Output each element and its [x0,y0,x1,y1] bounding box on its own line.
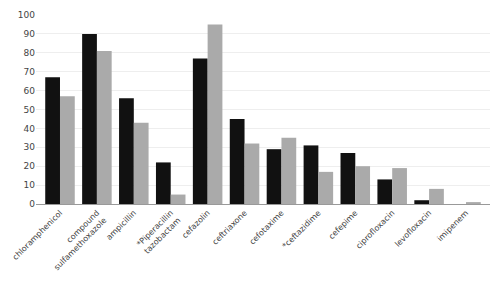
svg-text:50: 50 [24,105,36,115]
svg-text:90: 90 [24,29,36,39]
svg-text:cefazolin: cefazolin [180,208,212,240]
svg-text:ciprofloxacin: ciprofloxacin [354,208,396,250]
svg-text:10: 10 [24,180,36,190]
svg-text:compoundsulfamethoxazole: compoundsulfamethoxazole [45,208,109,272]
svg-text:20: 20 [24,161,36,171]
svg-text:cefepime: cefepime [327,208,360,241]
svg-text:80: 80 [24,48,36,58]
svg-text:imipenem: imipenem [436,208,471,243]
svg-text:0: 0 [29,199,35,209]
svg-text:levofloxacin: levofloxacin [393,208,433,248]
svg-text:70: 70 [24,67,36,77]
svg-text:100: 100 [18,10,35,20]
svg-text:60: 60 [24,86,36,96]
svg-text:*Piperacillintazobactam: *Piperacillintazobactam [135,208,182,255]
svg-text:ceftriaxone: ceftriaxone [211,208,249,246]
svg-text:chloramphenicol: chloramphenicol [11,208,64,261]
svg-text:cefotaxime: cefotaxime [248,208,286,246]
svg-text:30: 30 [24,142,36,152]
svg-text:*ceftazidime: *ceftazidime [281,208,323,250]
svg-text:40: 40 [24,124,36,134]
svg-text:ampicillin: ampicillin [105,208,138,241]
